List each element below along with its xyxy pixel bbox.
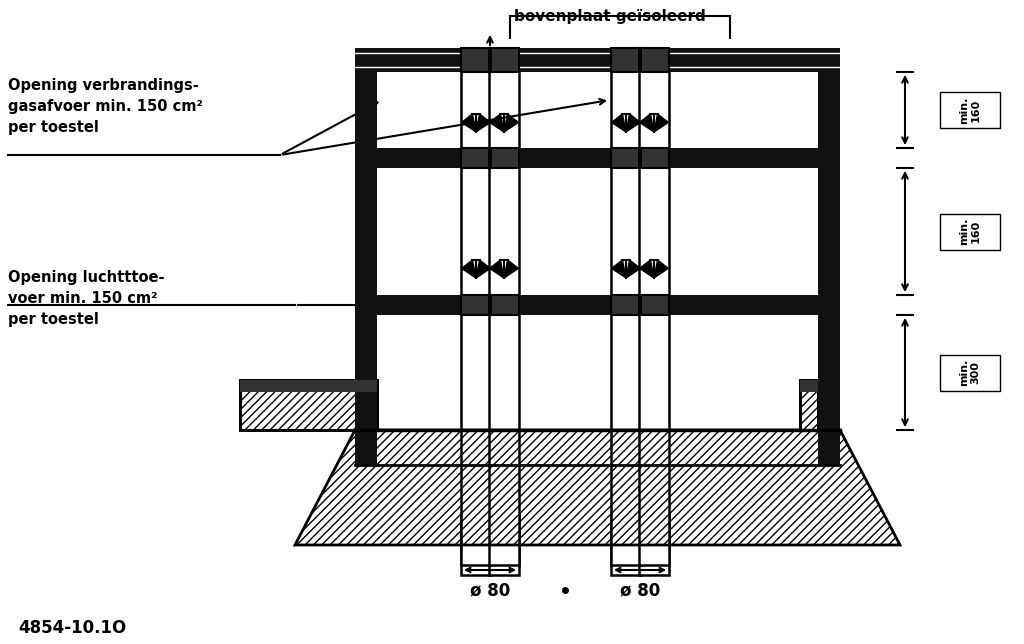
Bar [490, 148, 518, 168]
Polygon shape [611, 114, 626, 132]
Polygon shape [611, 260, 626, 278]
Bar [611, 515, 641, 575]
Bar [461, 515, 490, 575]
Bar [462, 295, 490, 315]
Bar [640, 48, 668, 72]
Polygon shape [462, 260, 476, 278]
Bar [940, 92, 1000, 128]
Bar [612, 48, 640, 72]
Bar [940, 214, 1000, 249]
Bar [240, 380, 377, 430]
Bar [461, 148, 490, 168]
Bar [612, 295, 640, 315]
Bar [940, 354, 1000, 390]
Bar [355, 148, 840, 168]
Bar [639, 55, 669, 565]
Bar [612, 148, 640, 168]
Polygon shape [462, 114, 476, 132]
Bar [639, 148, 669, 168]
Text: min.
160: min. 160 [959, 97, 981, 124]
Bar [640, 295, 668, 315]
Bar [240, 380, 377, 430]
Bar [800, 380, 818, 430]
Polygon shape [504, 114, 518, 132]
Polygon shape [640, 260, 654, 278]
Bar [462, 48, 490, 72]
Bar [462, 148, 490, 168]
Bar [639, 48, 669, 72]
Polygon shape [489, 260, 504, 278]
Bar [490, 48, 518, 72]
Bar [355, 48, 377, 465]
Bar [611, 55, 641, 565]
Bar [640, 148, 668, 168]
Text: bovenplaat geïsoleerd: bovenplaat geïsoleerd [514, 8, 706, 23]
Bar [800, 380, 818, 430]
Bar [461, 48, 490, 72]
Bar [489, 295, 519, 315]
Text: Opening luchtttoe-
voer min. 150 cm²
per toestel: Opening luchtttoe- voer min. 150 cm² per… [8, 270, 165, 327]
Bar [461, 295, 490, 315]
Polygon shape [626, 114, 640, 132]
Text: min.
160: min. 160 [959, 218, 981, 245]
Polygon shape [626, 260, 640, 278]
Bar [611, 295, 641, 315]
Bar [489, 148, 519, 168]
Polygon shape [654, 114, 669, 132]
Bar [355, 295, 840, 315]
Polygon shape [504, 260, 518, 278]
Polygon shape [476, 260, 490, 278]
Polygon shape [654, 260, 669, 278]
Bar [639, 515, 669, 575]
Polygon shape [489, 114, 504, 132]
Bar [355, 48, 840, 72]
Bar [611, 148, 641, 168]
Polygon shape [476, 114, 490, 132]
Bar [490, 295, 518, 315]
Bar [461, 55, 490, 565]
Bar [489, 48, 519, 72]
Bar [818, 48, 840, 465]
Text: ø 80: ø 80 [620, 581, 660, 599]
Text: ø 80: ø 80 [470, 581, 510, 599]
Bar [611, 48, 641, 72]
Text: 4854-10.1O: 4854-10.1O [18, 619, 126, 637]
Bar [240, 380, 377, 392]
Polygon shape [640, 114, 654, 132]
Text: Opening verbrandings-
gasafvoer min. 150 cm²
per toestel: Opening verbrandings- gasafvoer min. 150… [8, 78, 203, 135]
Bar [489, 515, 519, 575]
Bar [639, 295, 669, 315]
Text: min.
300: min. 300 [959, 359, 981, 386]
Bar [800, 380, 818, 392]
Bar [489, 55, 519, 565]
